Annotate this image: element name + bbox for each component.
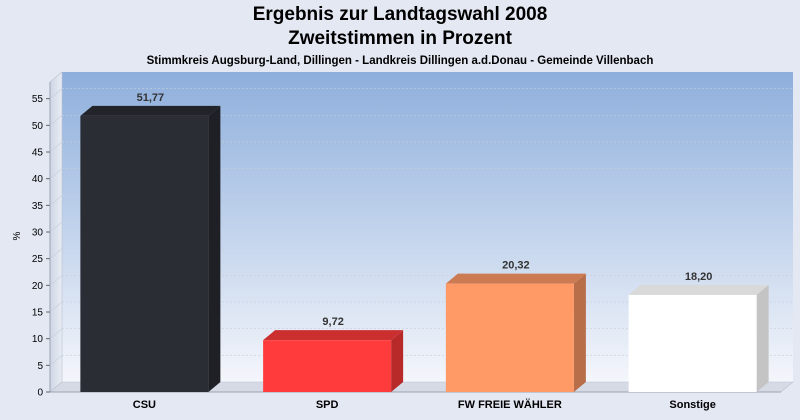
gridline-diagonal <box>49 115 63 126</box>
bar-sonstige <box>628 284 769 392</box>
bar-value-label: 20,32 <box>502 260 530 272</box>
bar-side <box>208 105 221 392</box>
gridline-diagonal <box>49 141 63 153</box>
chart-caption: Stimmkreis Augsburg-Land, Dillingen - La… <box>146 55 654 67</box>
y-tick-label: 50 <box>32 121 44 132</box>
y-tick-label: 30 <box>32 228 44 239</box>
bar-side <box>573 273 586 392</box>
y-tick-label: 5 <box>37 361 43 372</box>
y-tick-label: 25 <box>32 254 44 265</box>
y-axis-label: % <box>12 231 23 240</box>
bar-side <box>756 284 769 392</box>
gridline-diagonal <box>49 275 63 286</box>
bar-side <box>391 330 404 392</box>
bar-top <box>445 273 586 284</box>
x-tick-label: Sonstige <box>669 399 715 411</box>
bar-fw-freie-w-hler <box>445 273 586 392</box>
bars: 51,77 9,72 20,32 18,20 <box>80 92 769 392</box>
bar-top <box>80 105 221 116</box>
y-tick-label: 40 <box>32 174 44 185</box>
bar-top <box>628 284 769 295</box>
y-tick-label: 20 <box>32 281 44 292</box>
bar-spd <box>263 330 404 392</box>
y-tick-label: 15 <box>32 308 44 319</box>
gridline-diagonal <box>49 88 63 99</box>
bar-value-label: 18,20 <box>685 271 713 283</box>
x-tick-label: FW FREIE WÄHLER <box>458 398 562 411</box>
gridline-diagonal <box>49 355 63 366</box>
y-axis-ticks: 0 5 10 15 20 25 30 35 40 45 50 55 <box>32 94 50 399</box>
bar-top <box>263 330 404 341</box>
y-tick-label: 55 <box>32 94 44 105</box>
gridline-diagonal <box>49 168 63 179</box>
bar-value-label: 9,72 <box>322 316 343 328</box>
x-tick-label: SPD <box>316 399 339 411</box>
chart-title: Ergebnis zur Landtagswahl 2008 <box>252 4 548 25</box>
gridline-diagonal <box>49 221 63 233</box>
x-axis-labels: CSU SPD FW FREIE WÄHLER Sonstige <box>133 398 716 411</box>
bar-csu <box>80 105 221 392</box>
bar-value-label: 51,77 <box>137 92 165 104</box>
y-tick-label: 45 <box>32 148 44 159</box>
bar-front <box>445 283 574 392</box>
bar-front <box>628 294 757 392</box>
x-tick-label: CSU <box>133 399 156 411</box>
y-tick-label: 10 <box>32 334 44 345</box>
chart-subtitle: Zweitstimmen in Prozent <box>288 28 512 49</box>
bar-front <box>80 115 209 392</box>
bar-front <box>263 340 392 392</box>
y-tick-label: 35 <box>32 201 44 212</box>
y-tick-label: 0 <box>37 388 43 399</box>
gridline-diagonal <box>49 248 63 259</box>
gridline-diagonal <box>49 195 63 206</box>
gridline-diagonal <box>49 328 63 339</box>
gridline-diagonal <box>49 301 63 313</box>
